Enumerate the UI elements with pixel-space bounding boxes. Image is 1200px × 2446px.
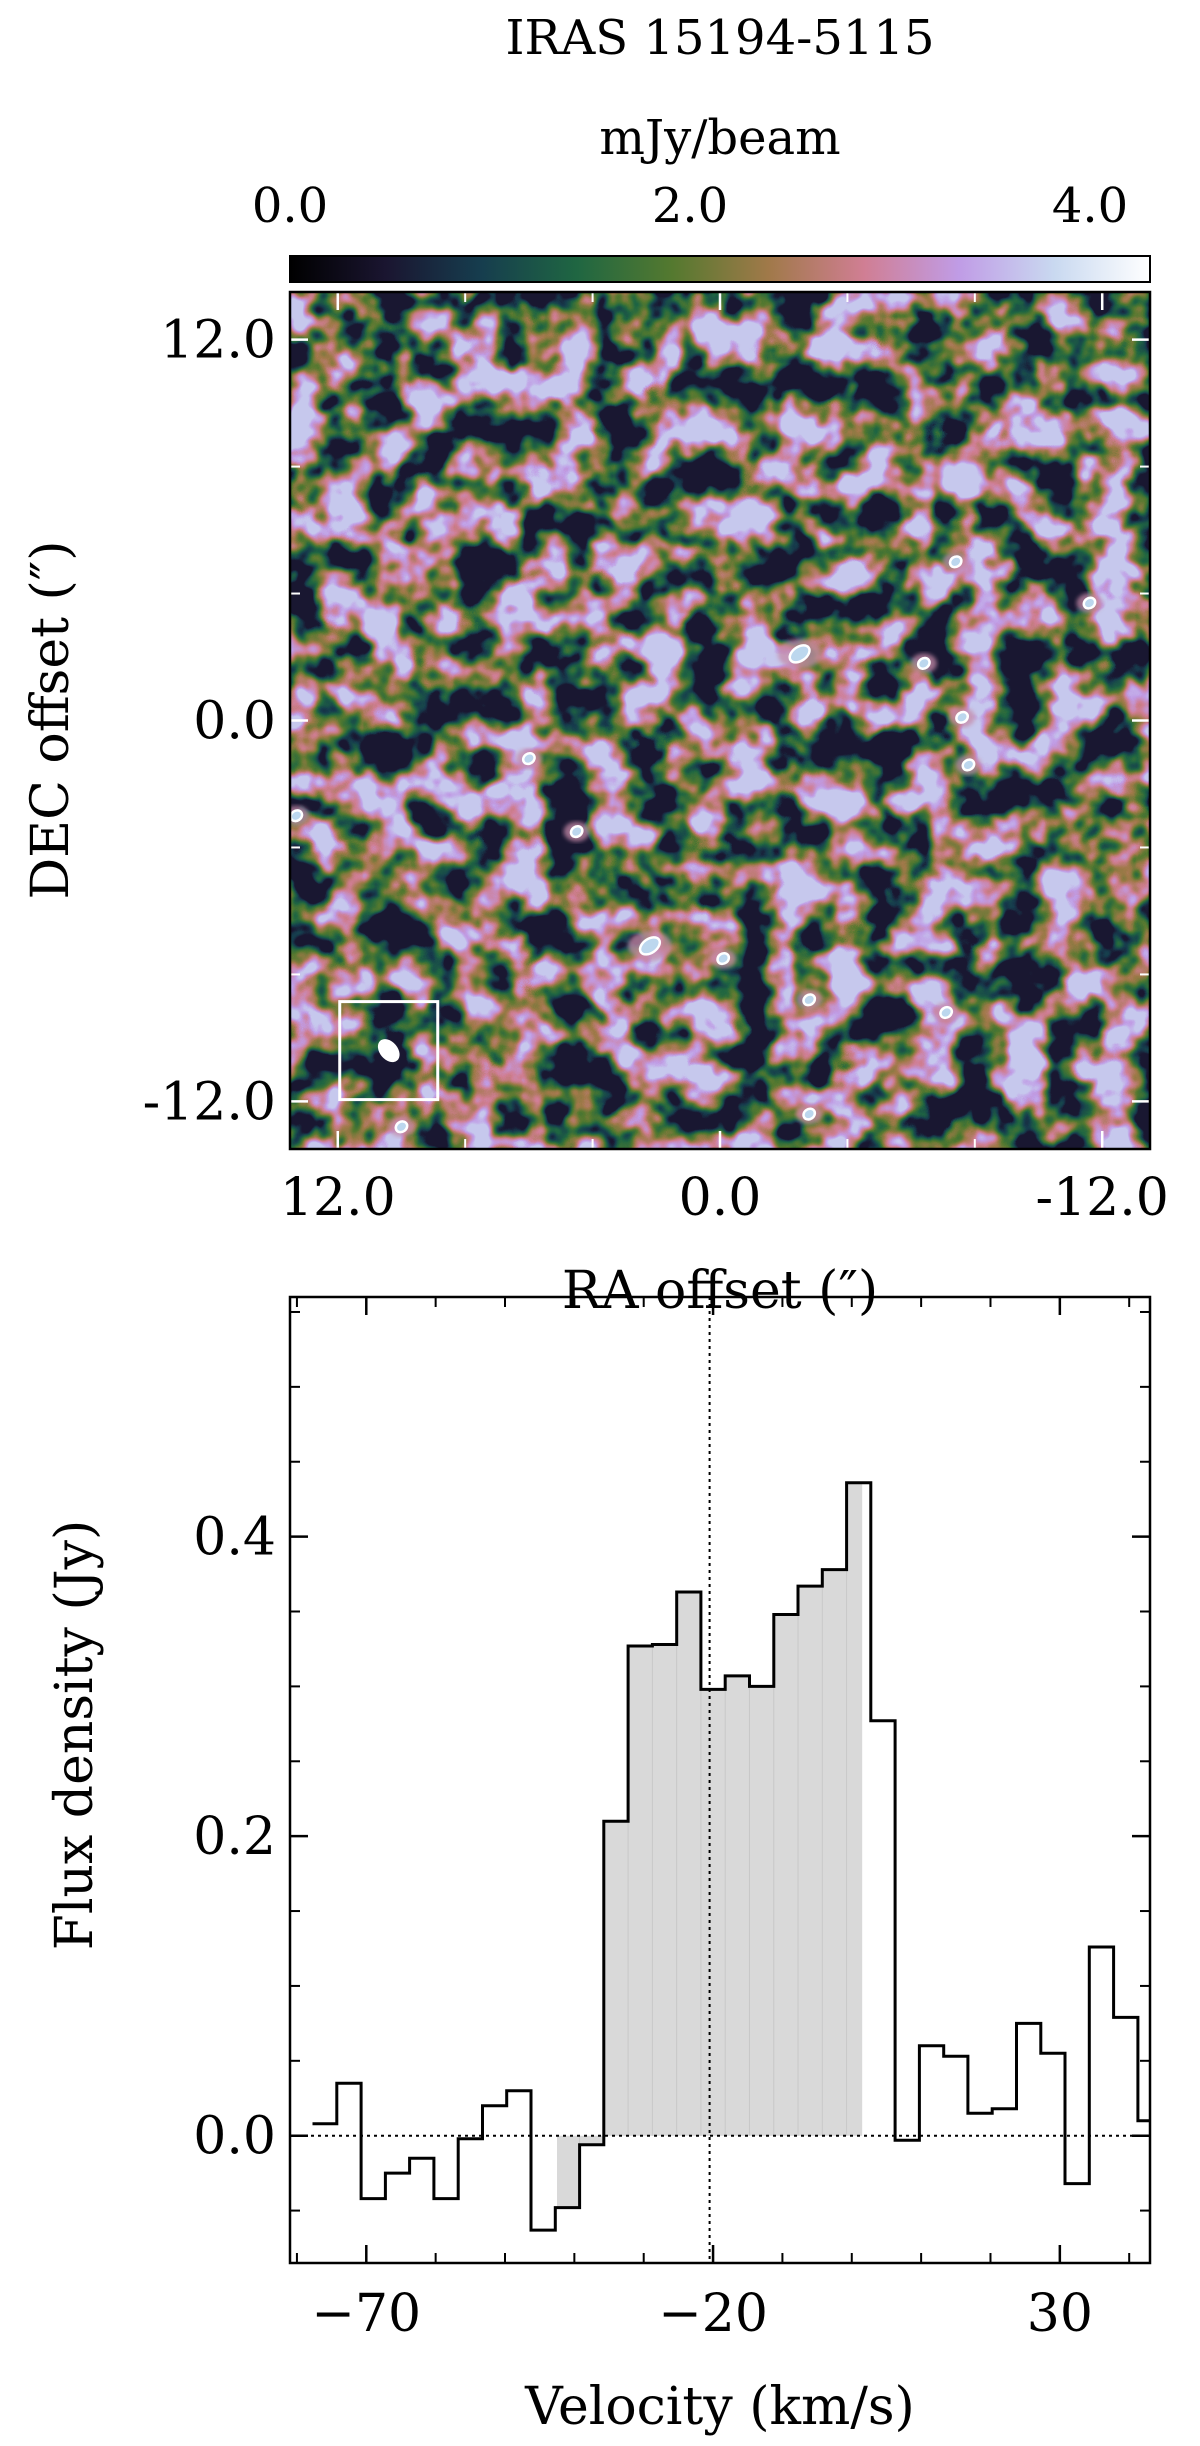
spectrum-bins <box>579 1482 848 2145</box>
spectrum-axes: −70 −20 30 0.0 0.2 0.4 <box>193 1297 1150 2344</box>
peak-contour <box>802 993 817 1007</box>
peak-contour <box>788 644 811 664</box>
map-panel: IRAS 15194-5115 mJy/beam 0.0 2.0 4.0 12.0 0… <box>21 10 1169 1321</box>
spectrum-xtick-label: −20 <box>658 2284 768 2344</box>
peak-contour <box>916 656 931 670</box>
spectrum-frame <box>288 1295 1152 2265</box>
spectrum-xlabel: Velocity (km/s) <box>524 2377 915 2437</box>
colorbar <box>289 255 1151 283</box>
beam-marker <box>338 1000 440 1102</box>
emission-peak <box>796 989 823 1010</box>
emission-peak <box>1076 593 1103 614</box>
map-frame <box>288 290 1152 1151</box>
spectrum-ytick-label: 0.0 <box>193 2107 276 2167</box>
map-xtick-label: 12.0 <box>280 1168 396 1228</box>
peak-contour <box>394 1120 409 1134</box>
colorbar-tick-label: 2.0 <box>652 178 728 234</box>
peak-contour <box>638 936 662 956</box>
spectrum-xtick-label: 30 <box>1027 2284 1093 2344</box>
spectrum-panel: −70 −20 30 0.0 0.2 0.4 Flux density (Jy) Velo… <box>45 1295 1152 2437</box>
map-ylabel: DEC offset (″) <box>21 540 81 899</box>
emission-peak <box>563 821 590 842</box>
intensity-map <box>290 292 1150 1149</box>
spectrum-xtick-label: −70 <box>311 2284 421 2344</box>
colorbar-tick-label: 0.0 <box>252 178 328 234</box>
beam-box <box>338 1000 440 1102</box>
peak-contour <box>955 710 970 724</box>
colorbar-ticks: 0.0 2.0 4.0 <box>252 178 1128 282</box>
emission-peak <box>290 805 310 826</box>
peak-contour <box>802 1107 817 1121</box>
map-xtick-label: -12.0 <box>1036 1168 1169 1228</box>
peak-contour <box>290 809 304 823</box>
map-ytick-label: 0.0 <box>193 692 276 752</box>
map-xtick-label: 0.0 <box>679 1168 762 1228</box>
peak-contour <box>521 751 536 766</box>
map-ytick-label: 12.0 <box>160 311 276 371</box>
emission-peak <box>710 948 737 969</box>
peak-contour <box>569 824 584 839</box>
map-xlabel: RA offset (″) <box>562 1261 878 1321</box>
map-ytick-label: -12.0 <box>143 1072 276 1132</box>
emission-peaks <box>290 551 1103 1137</box>
map-axes: 12.0 0.0 -12.012.00.0-12.0 <box>143 292 1169 1228</box>
emission-peak <box>777 638 822 669</box>
peak-contour <box>1082 596 1097 610</box>
colorbar-label: mJy/beam <box>599 110 840 166</box>
emission-peak <box>949 707 976 728</box>
peak-contour <box>961 758 976 772</box>
spectrum-ytick-label: 0.2 <box>193 1807 276 1867</box>
beam-ellipse <box>377 1039 400 1063</box>
emission-peak <box>515 748 542 769</box>
emission-peak <box>627 930 672 961</box>
spectrum-ylabel: Flux density (Jy) <box>45 1520 105 1951</box>
emission-peak <box>942 551 969 572</box>
spectrum-line <box>312 1481 1150 2232</box>
map-title: IRAS 15194-5115 <box>506 10 935 66</box>
peak-contour <box>948 555 963 569</box>
emission-peak <box>388 1116 415 1137</box>
emission-peak <box>933 1002 960 1023</box>
emission-peak <box>955 754 982 775</box>
peak-contour <box>939 1005 954 1020</box>
emission-peak <box>910 653 937 674</box>
peak-contour <box>716 951 731 966</box>
spectrum-ytick-label: 0.4 <box>193 1508 276 1568</box>
emission-peak <box>796 1104 823 1125</box>
colorbar-tick-label: 4.0 <box>1052 178 1128 234</box>
